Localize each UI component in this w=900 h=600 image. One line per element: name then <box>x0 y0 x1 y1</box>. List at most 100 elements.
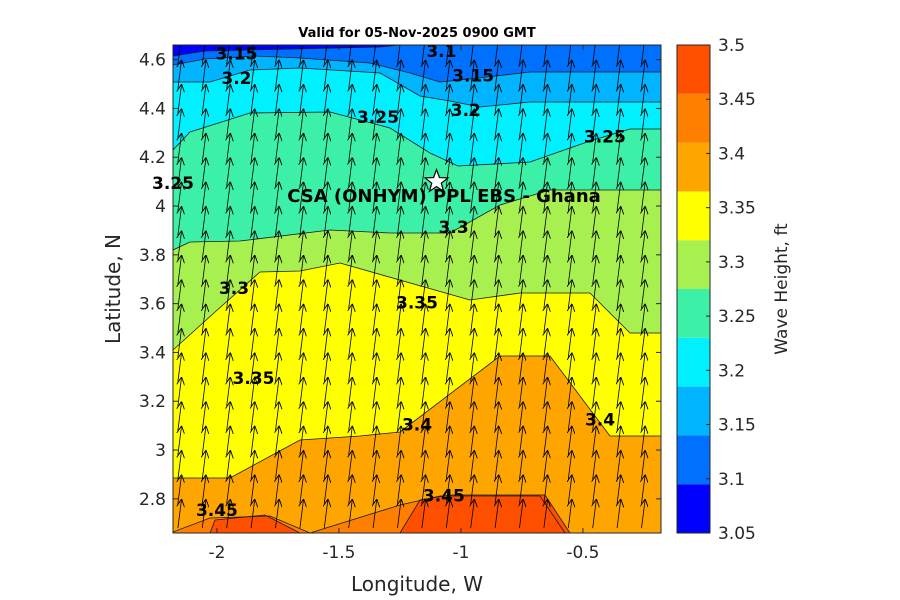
wave-arrow-153 <box>349 183 353 211</box>
wave-arrow-113 <box>300 183 304 211</box>
wave-arrow-260 <box>495 500 499 529</box>
wave-arrow-186 <box>397 354 401 382</box>
wave-arrow-341 <box>593 476 597 504</box>
wave-arrow-320 <box>568 500 572 529</box>
wave-arrow-132 <box>324 207 328 236</box>
colorbar-tick-label: 3.1 <box>718 470 745 490</box>
wave-arrow-283 <box>519 427 523 455</box>
colorbar-label: Wave Height, ft <box>772 223 792 355</box>
wave-arrow-59 <box>226 45 230 65</box>
colorbar-tick-label: 3.35 <box>718 199 756 219</box>
wave-arrow-162 <box>373 451 377 480</box>
wave-arrow-63 <box>251 427 255 455</box>
wave-arrow-255 <box>471 134 475 163</box>
wave-arrow-60 <box>251 500 255 529</box>
wave-arrow-265 <box>495 378 499 407</box>
wave-arrow-39 <box>201 45 206 65</box>
wave-arrow-129 <box>324 280 328 309</box>
wave-arrow-348 <box>593 305 597 333</box>
wave-arrow-335 <box>568 134 572 163</box>
wave-arrow-189 <box>397 280 401 309</box>
y-axis-label: Latitude, N <box>101 234 125 344</box>
wave-arrow-42 <box>227 451 231 480</box>
wave-arrow-270 <box>495 256 499 285</box>
colorbar-tick-label: 3.05 <box>718 524 756 544</box>
wave-arrow-381 <box>641 476 645 504</box>
wave-arrow-110 <box>300 256 304 285</box>
wave-arrow-373 <box>617 183 621 211</box>
wave-arrow-142 <box>349 451 353 480</box>
wave-arrow-362 <box>617 451 621 480</box>
wave-arrow-56 <box>227 110 231 138</box>
wave-arrow-266 <box>495 354 499 382</box>
colorbar-swatch <box>677 93 710 143</box>
wave-arrow-73 <box>251 183 255 211</box>
wave-arrow-290 <box>519 256 523 285</box>
wave-arrow-7 <box>178 329 182 358</box>
wave-arrow-137 <box>324 85 328 114</box>
site-label: CSA (ONHYM) PPL EBS - Ghana <box>287 186 601 207</box>
wave-arrow-261 <box>495 476 499 504</box>
wave-arrow-256 <box>471 110 475 138</box>
wave-arrow-249 <box>471 280 475 309</box>
colorbar-swatch <box>677 191 710 241</box>
wave-arrow-172 <box>373 207 377 236</box>
wave-arrow-144 <box>349 402 353 431</box>
wave-arrow-151 <box>349 232 353 260</box>
wave-arrow-395 <box>641 134 645 163</box>
x-tick-label: -1 <box>452 543 469 563</box>
wave-arrow-141 <box>349 476 353 504</box>
wave-arrow-317 <box>544 85 548 114</box>
wave-arrow-50 <box>227 256 231 285</box>
wave-arrow-221 <box>446 476 450 504</box>
colorbar: 3.05 3.1 3.15 3.2 3.25 3.3 3.35 3.4 3.45 3.5 <box>676 36 756 544</box>
wave-arrow-241 <box>471 476 475 504</box>
wave-arrow-159 <box>348 45 352 65</box>
y-tick-label: 4.2 <box>139 148 166 168</box>
wave-arrow-371 <box>617 232 621 260</box>
wave-arrow-225 <box>446 378 450 407</box>
wave-arrow-398 <box>641 61 645 89</box>
colorbar-swatch <box>677 289 710 338</box>
wave-arrow-386 <box>641 354 645 382</box>
wave-arrow-106 <box>300 354 304 382</box>
wave-arrow-380 <box>641 500 645 529</box>
wave-arrow-15 <box>178 134 182 163</box>
wave-arrow-235 <box>446 134 450 163</box>
wave-arrow-287 <box>519 329 523 358</box>
wave-arrow-193 <box>397 183 401 211</box>
wave-arrow-103 <box>300 427 304 455</box>
wave-arrow-97 <box>275 85 279 114</box>
wave-arrow-394 <box>641 158 645 187</box>
wave-arrow-262 <box>495 451 499 480</box>
wave-direction-arrows <box>178 45 645 529</box>
wave-arrow-107 <box>300 329 304 358</box>
wave-arrow-68 <box>251 305 255 333</box>
wave-arrow-264 <box>495 402 499 431</box>
wave-arrow-1 <box>178 476 182 504</box>
contour-label-15: 3.45 <box>196 501 238 521</box>
wave-arrow-116 <box>300 110 304 138</box>
contour-label-9: 3.3 <box>439 218 469 238</box>
wave-arrow-205 <box>422 378 426 407</box>
wave-arrow-49 <box>227 280 231 309</box>
wave-arrow-208 <box>422 305 426 333</box>
wave-arrow-369 <box>617 280 621 309</box>
wave-arrow-85 <box>275 378 279 407</box>
wave-arrow-75 <box>251 134 255 163</box>
wave-arrow-197 <box>397 85 401 114</box>
colorbar-tick-label: 3.15 <box>718 416 756 436</box>
contour-label-10: 3.3 <box>219 279 249 299</box>
wave-arrow-58 <box>227 61 231 89</box>
wave-arrow-152 <box>349 207 353 236</box>
wave-arrow-4 <box>178 402 182 431</box>
wave-arrow-285 <box>519 378 523 407</box>
wave-arrow-29 <box>202 280 206 309</box>
wave-arrow-104 <box>300 402 304 431</box>
wave-arrow-165 <box>373 378 377 407</box>
contour-line-9 <box>209 514 301 533</box>
wave-arrow-297 <box>519 85 523 114</box>
wave-arrow-352 <box>593 207 597 236</box>
wave-arrow-76 <box>251 110 255 138</box>
